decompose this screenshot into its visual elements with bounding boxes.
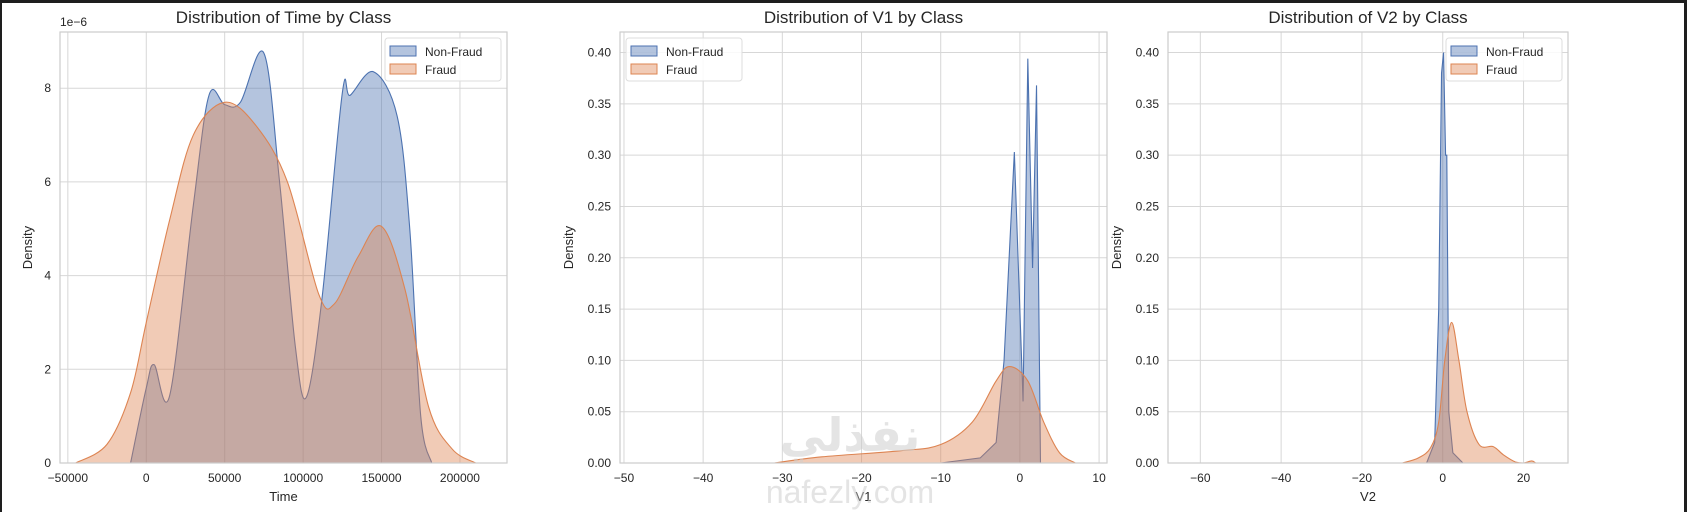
y-tick-label: 0.05 — [1136, 405, 1160, 419]
chart-title: Distribution of V2 by Class — [1268, 8, 1467, 27]
x-tick-label: −30 — [772, 471, 793, 485]
legend-label: Fraud — [1486, 63, 1517, 77]
kde-line-fraud — [774, 365, 1076, 464]
y-tick-label: 0.10 — [588, 353, 612, 367]
y-tick-label: 0 — [44, 456, 51, 470]
y-tick-label: 6 — [44, 175, 51, 189]
legend-label: Non-Fraud — [666, 45, 723, 59]
y-tick-label: 0.25 — [588, 199, 612, 213]
y-tick-label: 4 — [44, 269, 51, 283]
x-tick-label: 0 — [143, 471, 150, 485]
x-tick-label: −40 — [1271, 471, 1292, 485]
legend-swatch-fraud — [1450, 63, 1478, 75]
y-axis-label: Density — [20, 225, 35, 269]
legend-swatch-non-fraud — [1450, 45, 1478, 57]
y-tick-label: 0.35 — [1136, 97, 1160, 111]
chart-panel-3: −60 −40 −20 0 20 0.00 0.05 0.10 0.15 0.20 0.25 0.30… — [1109, 8, 1569, 504]
kde-line-fraud — [75, 101, 476, 464]
kde-line-non-fraud — [1426, 52, 1464, 464]
grid-lines — [1168, 32, 1568, 464]
grid-lines — [620, 32, 1107, 464]
y-tick-label: 2 — [44, 362, 51, 376]
watermark-arabic: نفذلي — [780, 409, 921, 462]
chart-title: Distribution of V1 by Class — [764, 8, 963, 27]
legend-swatch-fraud — [630, 63, 658, 75]
x-tick-label: 200000 — [440, 471, 480, 485]
chart-title: Distribution of Time by Class — [176, 8, 391, 27]
y-offset-label: 1e−6 — [60, 15, 87, 29]
axes-frame — [59, 31, 508, 464]
x-tick-label: −20 — [851, 471, 872, 485]
y-tick-label: 0.00 — [1136, 456, 1160, 470]
y-tick-label: 0.20 — [1136, 251, 1160, 265]
y-tick-label: 0.35 — [588, 97, 612, 111]
x-tick-label: 10 — [1092, 471, 1106, 485]
legend-label: Fraud — [666, 63, 697, 77]
y-tick-label: 0.40 — [1136, 46, 1160, 60]
x-tick-label: 20 — [1517, 471, 1531, 485]
x-axis-label: V1 — [856, 489, 872, 504]
figure-canvas: −50000 0 50000 100000 150000 200000 0 2 4 6 8 1e−6 D… — [2, 3, 1684, 512]
legend-label: Non-Fraud — [1486, 45, 1543, 59]
legend-swatch-non-fraud — [630, 45, 658, 57]
x-tick-label: −20 — [1352, 471, 1373, 485]
y-tick-label: 0.30 — [588, 148, 612, 162]
watermark-latin: nafezly.com — [766, 474, 934, 510]
legend-swatch-fraud — [389, 63, 417, 75]
x-tick-label: 0 — [1439, 471, 1446, 485]
y-tick-label: 0.25 — [1136, 199, 1160, 213]
y-tick-label: 0.10 — [1136, 353, 1160, 367]
legend-label: Non-Fraud — [425, 45, 482, 59]
x-tick-label: −50000 — [48, 471, 89, 485]
kde-area-fraud — [774, 366, 1076, 463]
y-axis-label: Density — [561, 225, 576, 269]
chart-panel-2: −50 −40 −30 −20 −10 0 10 0.00 0.05 0.10 0.15 0.20 0.… — [561, 8, 1108, 504]
x-tick-label: 0 — [1017, 471, 1024, 485]
y-tick-label: 0.00 — [588, 456, 612, 470]
x-tick-label: −60 — [1190, 471, 1211, 485]
y-tick-label: 8 — [44, 81, 51, 95]
y-tick-label: 0.20 — [588, 251, 612, 265]
axes-frame — [619, 31, 1108, 464]
watermark: نفذلي nafezly.com — [766, 409, 934, 510]
y-tick-label: 0.05 — [588, 405, 612, 419]
kde-area-fraud — [1402, 322, 1536, 463]
x-tick-label: 150000 — [362, 471, 402, 485]
x-axis-label: Time — [269, 489, 297, 504]
x-axis-label: V2 — [1360, 489, 1376, 504]
kde-area-non-fraud — [130, 50, 432, 463]
legend-label: Fraud — [425, 63, 456, 77]
x-tick-label: −10 — [931, 471, 952, 485]
kde-area-fraud — [75, 102, 476, 463]
legend: Non-Fraud Fraud — [1445, 37, 1563, 82]
legend: Non-Fraud Fraud — [625, 37, 743, 82]
y-tick-label: 0.15 — [1136, 302, 1160, 316]
kde-line-non-fraud — [130, 50, 433, 464]
x-tick-label: −40 — [693, 471, 714, 485]
y-axis-label: Density — [1109, 225, 1124, 269]
y-tick-label: 0.40 — [588, 46, 612, 60]
legend: Non-Fraud Fraud — [384, 37, 502, 82]
kde-line-non-fraud — [940, 58, 1043, 464]
y-tick-label: 0.30 — [1136, 148, 1160, 162]
legend-swatch-non-fraud — [389, 45, 417, 57]
x-tick-label: −50 — [614, 471, 635, 485]
kde-area-non-fraud — [940, 58, 1043, 463]
x-tick-label: 100000 — [283, 471, 323, 485]
kde-area-non-fraud — [1426, 52, 1463, 464]
x-tick-label: 50000 — [208, 471, 242, 485]
axes-frame — [1167, 31, 1569, 464]
y-tick-label: 0.15 — [588, 302, 612, 316]
